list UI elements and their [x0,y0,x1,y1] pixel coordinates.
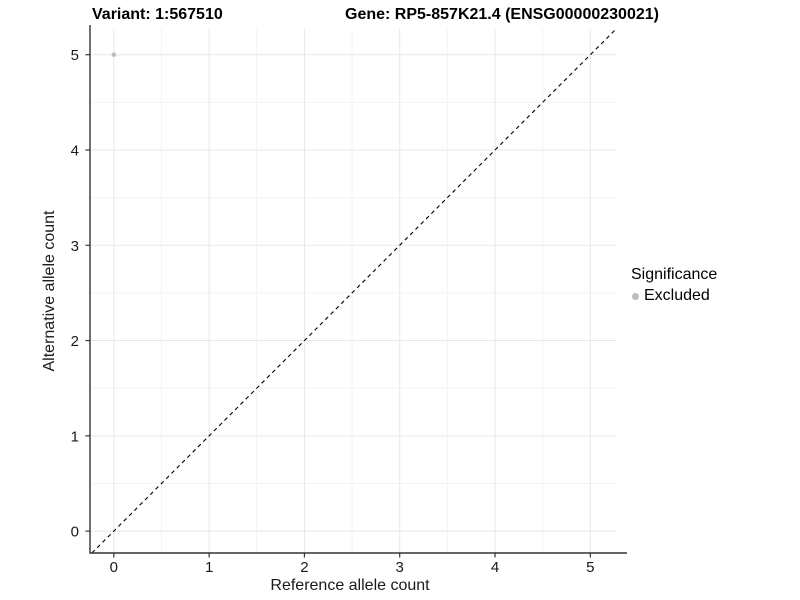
y-tick-label: 0 [71,524,79,541]
x-tick-label: 4 [491,559,499,576]
y-tick-label: 1 [71,428,79,445]
identity-dashed-line [91,28,617,554]
legend-item-label: Excluded [644,287,710,304]
x-tick-label: 2 [300,559,308,576]
y-tick-label: 4 [71,142,79,159]
gene-title: Gene: RP5-857K21.4 (ENSG00000230021) [345,6,659,23]
legend-items: Excluded [631,287,717,305]
x-tick-label: 3 [396,559,404,576]
x-tick-label: 5 [586,559,594,576]
y-axis-title: Alternative allele count [41,210,58,372]
legend-item[interactable]: Excluded [632,287,717,305]
variant-title: Variant: 1:567510 [92,6,223,23]
x-tick-label: 0 [110,559,118,576]
x-tick-label: 1 [205,559,213,576]
y-tick-label: 3 [71,238,79,255]
legend-point-icon [632,292,639,300]
legend: Significance Excluded [631,266,717,305]
x-axis-title: Reference allele count [270,577,430,594]
data-point[interactable] [111,52,117,58]
y-tick-label: 5 [71,47,79,64]
legend-title: Significance [631,266,718,283]
y-tick-label: 2 [71,333,79,350]
